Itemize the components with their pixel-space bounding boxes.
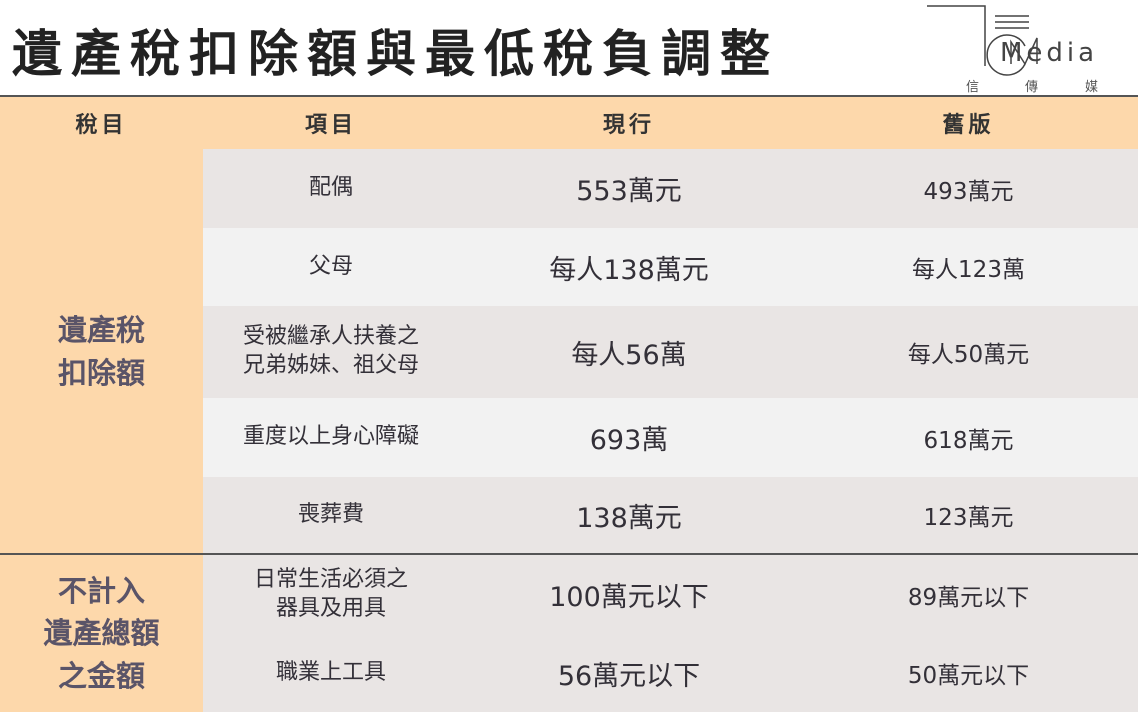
- current-value: 553萬元: [576, 176, 682, 207]
- current-value: 56萬元以下: [557, 660, 701, 692]
- item-cell: 職業上工具: [203, 634, 459, 712]
- current-value: 每人138萬元: [549, 254, 709, 286]
- section-divider: [0, 553, 1138, 555]
- header-old: 舊版: [799, 97, 1138, 149]
- category-line: 遺產稅: [57, 312, 145, 347]
- logo-sub-char: 信: [966, 80, 980, 95]
- item-cell: 父母: [203, 228, 459, 306]
- old-value: 50萬元以下: [907, 663, 1030, 689]
- header-current: 現行: [459, 97, 799, 149]
- item-label: 喪葬費: [297, 501, 364, 527]
- table-row: 日常生活必須之 器具及用具 100萬元以下 89萬元以下: [203, 555, 1138, 634]
- page-title: 遺產稅扣除額與最低稅負調整: [12, 25, 779, 83]
- category-estate-deduction: 遺產稅 扣除額: [0, 149, 203, 555]
- category-line: 扣除額: [57, 356, 145, 390]
- cm-media-logo: [927, 5, 1038, 76]
- item-cell: 配偶: [203, 149, 459, 228]
- category-line: 遺產總額: [43, 616, 160, 651]
- item-cell: 喪葬費: [203, 477, 459, 553]
- header-item: 項目: [203, 97, 459, 149]
- table-row: 父母 每人138萬元 每人123萬: [203, 228, 1138, 306]
- table-row: 配偶 553萬元 493萬元: [203, 149, 1138, 228]
- old-value: 89萬元以下: [907, 584, 1030, 611]
- logo-text: Media: [1000, 38, 1099, 68]
- item-label: 受被繼承人扶養之: [242, 324, 419, 350]
- item-cell: 受被繼承人扶養之 兄弟姊妹、祖父母: [203, 306, 459, 398]
- old-value: 618萬元: [923, 427, 1014, 454]
- item-cell: 日常生活必須之 器具及用具: [203, 555, 459, 634]
- old-value: 每人50萬元: [907, 342, 1030, 368]
- tax-table: 稅目 項目 現行 舊版 遺產稅 扣除額 配偶 553萬元 493萬元父母 每人138萬…: [0, 95, 1138, 712]
- category-excluded-amount: 不計入 遺產總額 之金額: [0, 555, 203, 712]
- table-row: 職業上工具 56萬元以下 50萬元以下: [203, 634, 1138, 712]
- item-label: 日常生活必須之: [253, 566, 408, 592]
- item-cell: 重度以上身心障礙: [203, 398, 459, 477]
- old-value: 123萬元: [923, 505, 1014, 531]
- item-label: 職業上工具: [275, 659, 386, 685]
- item-label: 重度以上身心障礙: [242, 424, 419, 450]
- current-value: 100萬元以下: [549, 582, 709, 613]
- item-label: 父母: [308, 253, 353, 279]
- item-label: 配偶: [308, 175, 353, 201]
- current-value: 138萬元: [576, 502, 682, 534]
- current-value: 693萬: [589, 425, 669, 456]
- item-label: 兄弟姊妹、祖父母: [242, 353, 419, 378]
- category-line: 之金額: [57, 658, 145, 693]
- logo-sub-char: 媒: [1085, 80, 1099, 95]
- item-label: 器具及用具: [275, 595, 386, 621]
- table-row: 重度以上身心障礙 693萬 618萬元: [203, 398, 1138, 477]
- table-row: 喪葬費 138萬元 123萬元: [203, 477, 1138, 553]
- category-line: 不計入: [57, 574, 145, 609]
- header-tax-type: 稅目: [0, 97, 203, 149]
- old-value: 493萬元: [923, 178, 1014, 205]
- logo-sub-char: 傳: [1025, 80, 1039, 95]
- table-row: 受被繼承人扶養之 兄弟姊妹、祖父母 每人56萬 每人50萬元: [203, 306, 1138, 398]
- old-value: 每人123萬: [912, 257, 1025, 283]
- current-value: 每人56萬: [571, 339, 687, 371]
